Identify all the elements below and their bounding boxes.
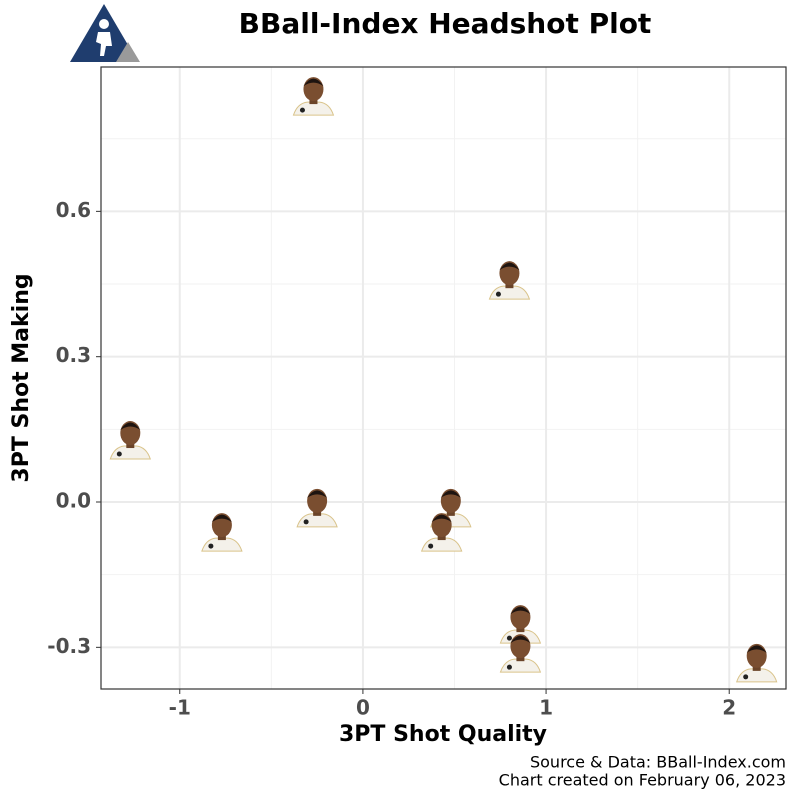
headshot [201, 513, 243, 552]
hair [211, 514, 232, 523]
y-tick-label: 0.0 [56, 489, 91, 513]
headshot [499, 605, 542, 644]
caption: Chart created on February 06, 2023 [499, 771, 786, 790]
panel-border [100, 66, 787, 690]
logo-dot [506, 635, 512, 641]
x-axis-label: 3PT Shot Quality [339, 722, 547, 747]
chart-title: BBall-Index Headshot Plot [239, 7, 652, 40]
logo-dot [116, 451, 122, 457]
logo-dot [743, 674, 749, 680]
x-tick-label: 1 [539, 696, 553, 720]
headshot [499, 634, 542, 673]
headshot [109, 421, 151, 460]
logo [70, 4, 140, 62]
headshot [736, 643, 778, 683]
hair [440, 490, 461, 498]
hair [120, 422, 141, 431]
headshot [296, 488, 338, 528]
logo-dot [303, 519, 309, 525]
hair [303, 78, 324, 87]
hair [431, 514, 452, 523]
x-tick-label: 2 [722, 696, 736, 720]
logo-dot [428, 543, 434, 549]
x-tick-label: 0 [356, 696, 370, 720]
caption: Source & Data: BBall-Index.com [530, 753, 786, 772]
y-tick-label: 0.3 [56, 343, 91, 367]
logo-dot [208, 543, 214, 549]
headshot [420, 513, 463, 552]
logo-dot [495, 291, 501, 297]
hair [307, 490, 328, 498]
hair [746, 645, 767, 653]
y-tick-label: -0.3 [47, 634, 91, 658]
logo-dot [299, 107, 305, 113]
headshot [488, 261, 531, 300]
y-tick-label: 0.6 [56, 198, 91, 222]
hair [510, 635, 531, 644]
logo-dot [506, 664, 512, 670]
panel [101, 67, 786, 689]
headshot [292, 77, 335, 116]
y-axis-label: 3PT Shot Making [9, 273, 34, 482]
hair [510, 606, 531, 615]
x-tick-label: -1 [169, 696, 191, 720]
hair [499, 262, 520, 271]
